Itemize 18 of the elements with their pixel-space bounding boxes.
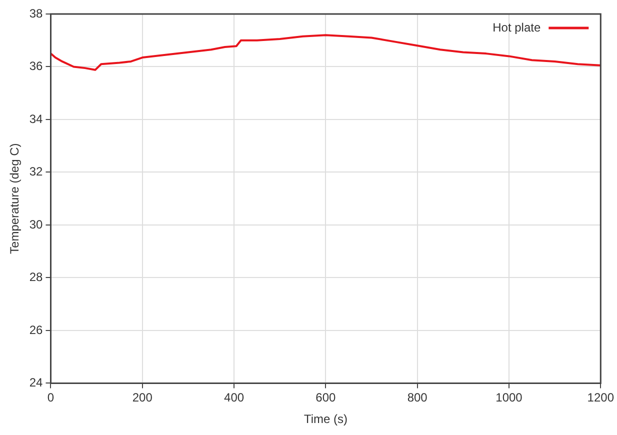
y-tick-label: 26 [29,322,44,337]
y-tick-label: 32 [29,164,44,179]
y-tick-label: 34 [29,112,44,126]
y-tick-label: 38 [29,6,44,20]
y-tick-label: 24 [29,376,44,390]
x-tick-label: 200 [132,390,153,405]
x-axis-title: Time (s) [304,412,348,426]
y-tick-label: 36 [29,59,44,74]
x-tick-label: 400 [224,390,244,405]
y-tick-label: 28 [29,270,44,284]
y-axis-title: Temperature (deg C) [8,143,22,254]
x-tick-label: 1000 [496,390,523,405]
legend-label: Hot plate [492,20,541,34]
y-tick-label: 30 [29,217,44,232]
x-tick-label: 600 [316,390,336,405]
x-tick-label: 0 [47,390,54,405]
x-tick-label: 1200 [587,390,614,405]
x-tick-label: 800 [407,390,428,405]
